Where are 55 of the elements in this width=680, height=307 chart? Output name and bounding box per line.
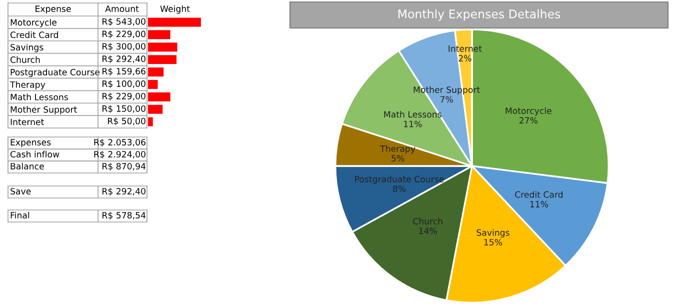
data-label: 11% <box>404 120 422 128</box>
y-tick-label: Savings <box>10 44 44 52</box>
y-tick-label: Motorcycle <box>10 18 56 28</box>
slice-label: Postgraduate Course <box>355 176 444 184</box>
y-tick-label: Credit Card <box>10 31 58 38</box>
text: R$ 2.053,06 <box>94 138 146 147</box>
bar <box>148 104 163 114</box>
data-label: R$ 150,00 <box>102 105 146 113</box>
data-label: 15% <box>484 238 502 246</box>
text: Save <box>10 188 31 194</box>
slice-label: Motorcycle <box>506 107 552 116</box>
slice-label: Credit Card <box>515 191 563 198</box>
text: R$ 292,40 <box>102 188 146 196</box>
text: Balance <box>10 162 44 170</box>
slice-label: Church <box>413 218 442 224</box>
y-tick-label: Postgraduate Course <box>10 68 100 78</box>
data-label: R$ 100,00 <box>102 80 146 88</box>
data-label: 14% <box>419 228 437 234</box>
bar <box>148 18 201 27</box>
data-label: R$ 292,40 <box>102 55 146 64</box>
y-tick-label: Church <box>10 56 40 63</box>
chart-title: Monthly Expenses Detalhes <box>398 9 560 21</box>
data-label: R$ 229,00 <box>102 92 146 101</box>
text: Cash inflow <box>10 150 60 158</box>
data-label: R$ 159,66 <box>102 68 146 76</box>
y-tick-label: Therapy <box>10 81 46 90</box>
data-label: 5% <box>392 155 404 162</box>
slice-label: Savings <box>476 229 510 238</box>
data-label: 11% <box>530 200 548 208</box>
data-label: R$ 50,00 <box>108 118 146 126</box>
y-tick-label: Math Lessons <box>10 94 68 100</box>
y-tick-label: Mother Support <box>10 106 77 114</box>
bar <box>148 92 170 102</box>
annotation: Weight <box>160 5 190 14</box>
bar <box>148 55 177 64</box>
data-label: R$ 543,00 <box>102 18 146 26</box>
text: R$ 870,94 <box>102 162 146 171</box>
data-label: 8% <box>392 185 406 192</box>
data-label: R$ 300,00 <box>102 42 146 51</box>
text: Amount <box>105 6 139 12</box>
slice-label: Therapy <box>380 145 416 154</box>
bar <box>148 30 170 40</box>
bar <box>148 117 153 126</box>
bar <box>148 68 164 76</box>
text: R$ 578,54 <box>102 212 146 220</box>
bar <box>148 42 178 52</box>
data-label: 7% <box>440 96 453 103</box>
data-label: 27% <box>519 117 538 124</box>
y-tick-label: Internet <box>10 118 44 126</box>
data-label: R$ 229,00 <box>102 30 146 38</box>
text: Final <box>10 212 30 218</box>
text: Expenses <box>10 139 51 148</box>
text: R$ 2.924,00 <box>94 150 146 159</box>
bar <box>148 80 158 89</box>
text: Expense <box>36 6 71 14</box>
